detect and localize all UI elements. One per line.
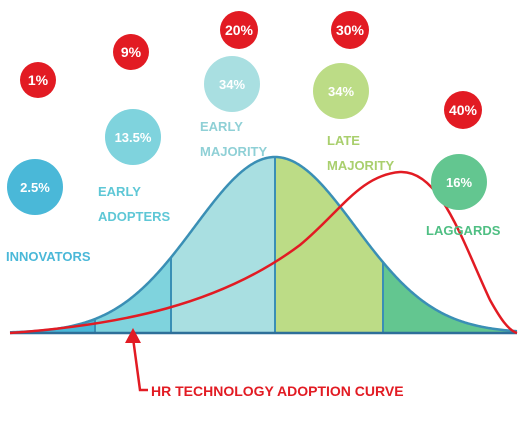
share-bubble-innovators: 2.5% (7, 159, 63, 215)
label-laggards: LAGGARDS (426, 223, 501, 238)
segment-fill-early-adopters (95, 257, 171, 333)
caption-arrow (125, 328, 148, 392)
segment-fill-early-majority (171, 157, 275, 333)
svg-text:13.5%: 13.5% (115, 130, 152, 145)
segment-fill-innovators (10, 319, 95, 333)
label-early-majority-line1: EARLY (200, 119, 243, 134)
bell-curve-segments (10, 157, 517, 333)
adoption-bubble-early-adopters: 9% (113, 34, 149, 70)
svg-text:40%: 40% (449, 102, 478, 118)
label-late-majority-line2: MAJORITY (327, 158, 395, 173)
adoption-bubble-late-majority: 30% (331, 11, 369, 49)
segment-fill-laggards (383, 262, 517, 333)
caption: HR TECHNOLOGY ADOPTION CURVE (151, 383, 404, 399)
adoption-bubble-innovators: 1% (20, 62, 56, 98)
share-bubble-laggards: 16% (431, 154, 487, 210)
segment-dividers (94, 157, 384, 333)
label-late-majority-line1: LATE (327, 133, 360, 148)
segment-fill-late-majority (275, 157, 383, 333)
svg-text:2.5%: 2.5% (20, 180, 50, 195)
svg-text:16%: 16% (446, 175, 472, 190)
adoption-curve-line (9, 170, 518, 335)
svg-text:20%: 20% (225, 22, 254, 38)
label-early-adopters-line2: ADOPTERS (98, 209, 171, 224)
svg-text:1%: 1% (28, 72, 49, 88)
label-early-majority-line2: MAJORITY (200, 144, 268, 159)
adoption-bubble-laggards: 40% (444, 91, 482, 129)
svg-text:30%: 30% (336, 22, 365, 38)
label-early-adopters-line1: EARLY (98, 184, 141, 199)
share-bubble-early-adopters: 13.5% (105, 109, 161, 165)
adoption-bubble-early-majority: 20% (220, 11, 258, 49)
share-bubble-early-majority: 34% (204, 56, 260, 112)
svg-text:34%: 34% (328, 84, 354, 99)
svg-text:34%: 34% (219, 77, 245, 92)
svg-text:9%: 9% (121, 44, 142, 60)
share-bubble-late-majority: 34% (313, 63, 369, 119)
label-innovators: INNOVATORS (6, 249, 91, 264)
